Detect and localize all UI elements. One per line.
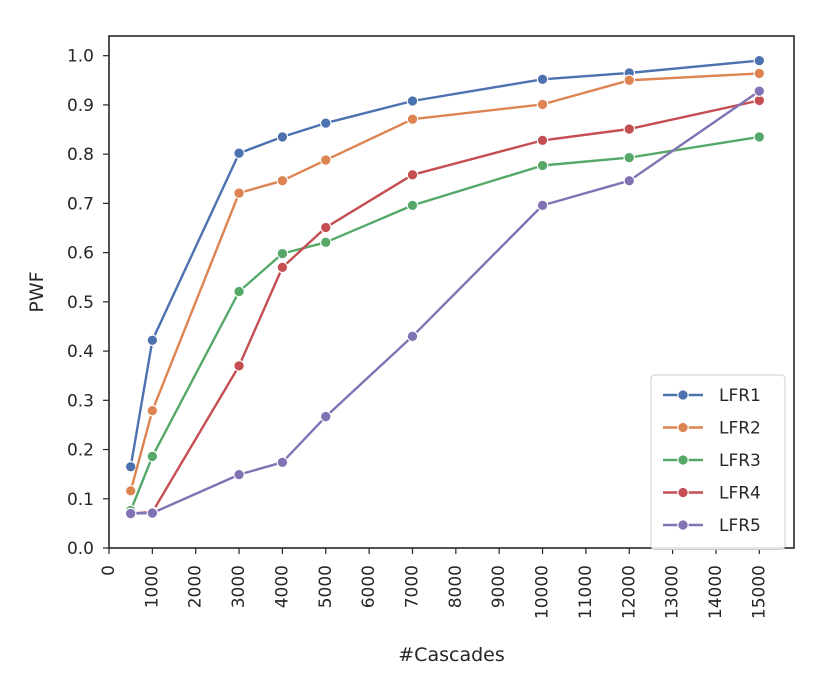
data-point-lfr1 (753, 54, 766, 67)
data-point-lfr4 (406, 169, 419, 181)
data-point-lfr1 (320, 117, 332, 129)
data-point-lfr5 (276, 456, 289, 469)
x-tick-label: 2000 (186, 565, 206, 608)
data-point-lfr2 (623, 74, 636, 87)
x-tick-label: 11000 (576, 565, 596, 619)
plot-layer (124, 54, 766, 520)
x-tick-label: 6000 (359, 565, 379, 608)
x-tick-label: 1000 (142, 565, 162, 608)
legend-label-lfr4: LFR4 (719, 484, 761, 504)
data-point-lfr4 (623, 123, 636, 135)
data-point-lfr5 (753, 85, 766, 97)
x-tick-label: 7000 (402, 565, 422, 608)
legend-label-lfr5: LFR5 (719, 516, 761, 536)
legend: LFR1 LFR2 LFR3 LFR4 LFR5 (650, 374, 786, 550)
x-tick-label: 9000 (489, 565, 509, 608)
data-point-lfr1 (406, 95, 419, 107)
data-point-lfr5 (124, 507, 137, 520)
plot-frame (108, 35, 795, 549)
data-point-lfr3 (623, 151, 636, 164)
y-tick-label: 1.0 (67, 47, 94, 67)
data-point-lfr2 (124, 485, 137, 497)
x-tick-label: 13000 (663, 565, 683, 619)
x-tick-label: 3000 (229, 565, 249, 608)
y-tick-label: 0.4 (67, 342, 94, 362)
legend-label-lfr2: LFR2 (719, 419, 761, 439)
data-point-lfr4 (536, 134, 549, 147)
y-tick-label: 0.7 (67, 194, 94, 214)
legend-swatch-marker (677, 519, 689, 531)
data-point-lfr2 (406, 113, 419, 125)
legend-box (650, 374, 786, 550)
data-point-lfr5 (233, 468, 245, 481)
data-point-lfr1 (124, 461, 137, 473)
data-point-lfr2 (233, 187, 245, 199)
data-point-lfr1 (233, 147, 245, 159)
axes-layer: 0.0 0.1 0.2 0.3 0.4 0.5 0.6 0.7 0.8 0.9 1.0 0 1000 20… (67, 47, 769, 619)
data-point-lfr4 (276, 261, 289, 274)
data-point-lfr3 (320, 236, 332, 249)
data-point-lfr2 (753, 67, 766, 80)
y-tick-label: 0.0 (67, 539, 94, 559)
x-tick-label: 15000 (749, 565, 769, 619)
data-point-lfr2 (320, 154, 332, 166)
data-point-lfr5 (320, 410, 332, 423)
data-point-lfr2 (536, 98, 549, 111)
x-tick-label: 12000 (619, 565, 639, 619)
y-tick-label: 0.6 (67, 244, 94, 264)
x-axis-label: #Cascades (398, 644, 504, 666)
x-tick-label: 0 (99, 565, 119, 576)
data-point-lfr1 (146, 334, 159, 346)
data-point-lfr3 (536, 159, 549, 172)
legend-label-lfr3: LFR3 (719, 451, 761, 471)
data-point-lfr1 (276, 131, 289, 143)
legend-swatch-marker (677, 421, 689, 434)
x-tick-label: 5000 (316, 565, 336, 608)
x-tick-label: 8000 (446, 565, 466, 608)
y-tick-label: 0.5 (67, 293, 94, 313)
y-tick-label: 0.9 (67, 96, 94, 116)
data-point-lfr3 (276, 247, 289, 260)
y-tick-label: 0.8 (67, 145, 94, 165)
data-point-lfr3 (146, 450, 159, 463)
y-tick-label: 0.1 (67, 490, 94, 510)
data-point-lfr4 (233, 360, 245, 372)
data-point-lfr5 (536, 199, 549, 212)
data-point-lfr3 (233, 285, 245, 298)
y-tick-label: 0.3 (67, 391, 94, 411)
x-tick-label: 4000 (272, 565, 292, 608)
legend-label-lfr1: LFR1 (719, 386, 761, 406)
data-point-lfr2 (146, 404, 159, 417)
x-tick-label: 10000 (533, 565, 553, 619)
data-point-lfr5 (623, 174, 636, 187)
data-point-lfr2 (276, 174, 289, 187)
legend-swatch-marker (677, 389, 689, 401)
legend-swatch-marker (677, 454, 689, 466)
y-axis-label: PWF (26, 271, 48, 312)
y-tick-label: 0.2 (67, 441, 94, 461)
x-tick-label: 14000 (706, 565, 726, 619)
data-point-lfr5 (406, 330, 419, 343)
data-point-lfr3 (753, 131, 766, 143)
legend-swatch-marker (677, 486, 689, 499)
data-point-lfr1 (536, 73, 549, 86)
data-point-lfr3 (406, 199, 419, 212)
data-point-lfr5 (146, 507, 159, 519)
data-point-lfr4 (320, 221, 332, 234)
